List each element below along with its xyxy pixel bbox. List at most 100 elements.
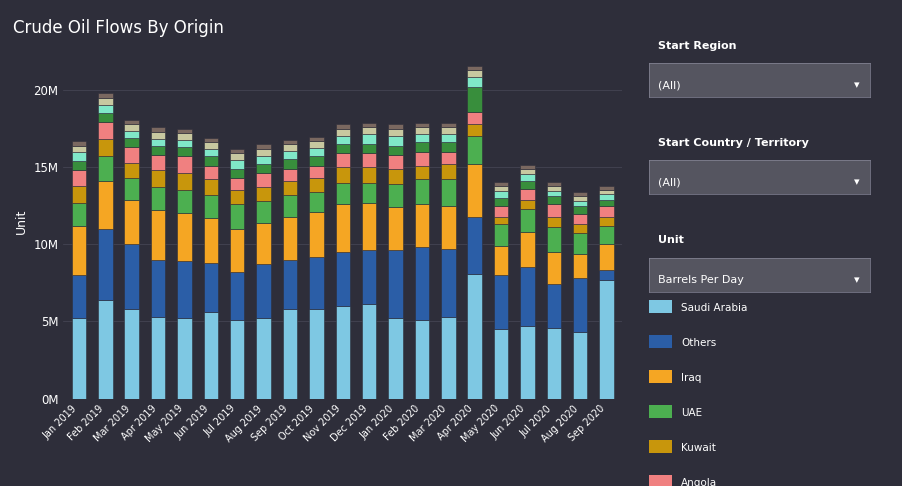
Bar xyxy=(177,133,192,140)
Bar xyxy=(230,149,244,153)
Bar xyxy=(204,149,218,156)
Bar xyxy=(415,127,429,134)
Bar xyxy=(388,124,403,129)
Bar xyxy=(282,309,298,399)
Bar xyxy=(573,254,587,278)
Bar xyxy=(388,250,403,318)
Bar xyxy=(177,147,192,156)
Bar xyxy=(72,203,87,226)
Bar xyxy=(362,153,376,167)
Bar xyxy=(493,246,509,275)
Bar xyxy=(230,204,244,229)
Bar xyxy=(467,112,482,124)
Bar xyxy=(467,70,482,77)
Bar xyxy=(204,218,218,263)
Bar xyxy=(573,278,587,332)
Bar xyxy=(441,206,456,249)
Bar xyxy=(520,189,535,200)
Bar xyxy=(415,179,429,204)
Bar xyxy=(151,155,165,170)
Bar xyxy=(336,153,350,167)
Bar xyxy=(72,186,87,203)
Bar xyxy=(177,129,192,133)
Bar xyxy=(415,123,429,127)
Bar xyxy=(309,212,324,257)
Bar xyxy=(177,318,192,399)
Bar xyxy=(282,260,298,309)
Bar xyxy=(98,139,113,156)
Bar xyxy=(415,320,429,399)
Bar xyxy=(98,300,113,399)
Bar xyxy=(362,134,376,144)
Bar xyxy=(493,329,509,399)
Bar xyxy=(336,204,350,252)
Bar xyxy=(98,113,113,122)
Bar xyxy=(520,200,535,209)
Bar xyxy=(493,224,509,246)
Bar xyxy=(282,151,298,159)
Bar xyxy=(547,191,561,196)
Bar xyxy=(573,233,587,254)
Bar xyxy=(388,318,403,399)
Bar xyxy=(230,272,244,320)
Bar xyxy=(282,169,298,181)
Bar xyxy=(151,170,165,187)
Bar xyxy=(72,170,87,186)
Bar xyxy=(441,179,456,206)
Bar xyxy=(336,124,350,129)
Bar xyxy=(362,250,376,304)
Bar xyxy=(493,182,509,186)
Text: (All): (All) xyxy=(658,80,681,90)
Bar xyxy=(309,156,324,166)
Bar xyxy=(309,141,324,148)
Text: Angola: Angola xyxy=(681,478,717,486)
Bar xyxy=(256,156,271,164)
Text: Start Region: Start Region xyxy=(658,41,737,51)
Bar xyxy=(177,261,192,318)
Bar xyxy=(520,267,535,326)
Text: Start Country / Territory: Start Country / Territory xyxy=(658,138,809,148)
Bar xyxy=(493,198,509,206)
Bar xyxy=(441,317,456,399)
Bar xyxy=(256,164,271,174)
Bar xyxy=(177,156,192,174)
Bar xyxy=(230,169,244,178)
Bar xyxy=(573,201,587,207)
Bar xyxy=(599,186,613,190)
Bar xyxy=(282,159,298,169)
Bar xyxy=(309,178,324,192)
Bar xyxy=(467,216,482,274)
Text: Saudi Arabia: Saudi Arabia xyxy=(681,303,748,313)
Bar xyxy=(204,142,218,149)
Bar xyxy=(441,134,456,142)
Bar xyxy=(177,174,192,191)
Bar xyxy=(151,260,165,317)
Bar xyxy=(72,145,87,153)
Bar xyxy=(124,147,139,162)
Bar xyxy=(204,138,218,142)
Bar xyxy=(256,223,271,264)
Bar xyxy=(98,156,113,181)
Bar xyxy=(362,144,376,153)
Bar xyxy=(204,263,218,312)
Text: ▾: ▾ xyxy=(854,80,860,90)
Bar xyxy=(282,216,298,260)
Bar xyxy=(282,139,298,144)
Bar xyxy=(520,181,535,189)
Bar xyxy=(151,187,165,210)
Bar xyxy=(520,165,535,169)
Bar xyxy=(388,184,403,207)
Bar xyxy=(547,227,561,252)
Bar xyxy=(309,309,324,399)
Bar xyxy=(599,190,613,194)
Bar xyxy=(547,196,561,204)
Bar xyxy=(177,140,192,147)
Bar xyxy=(256,174,271,187)
Bar xyxy=(230,153,244,160)
Bar xyxy=(124,131,139,138)
Bar xyxy=(336,183,350,204)
Bar xyxy=(467,124,482,136)
Bar xyxy=(72,275,87,318)
Bar xyxy=(151,139,165,145)
Bar xyxy=(573,207,587,214)
